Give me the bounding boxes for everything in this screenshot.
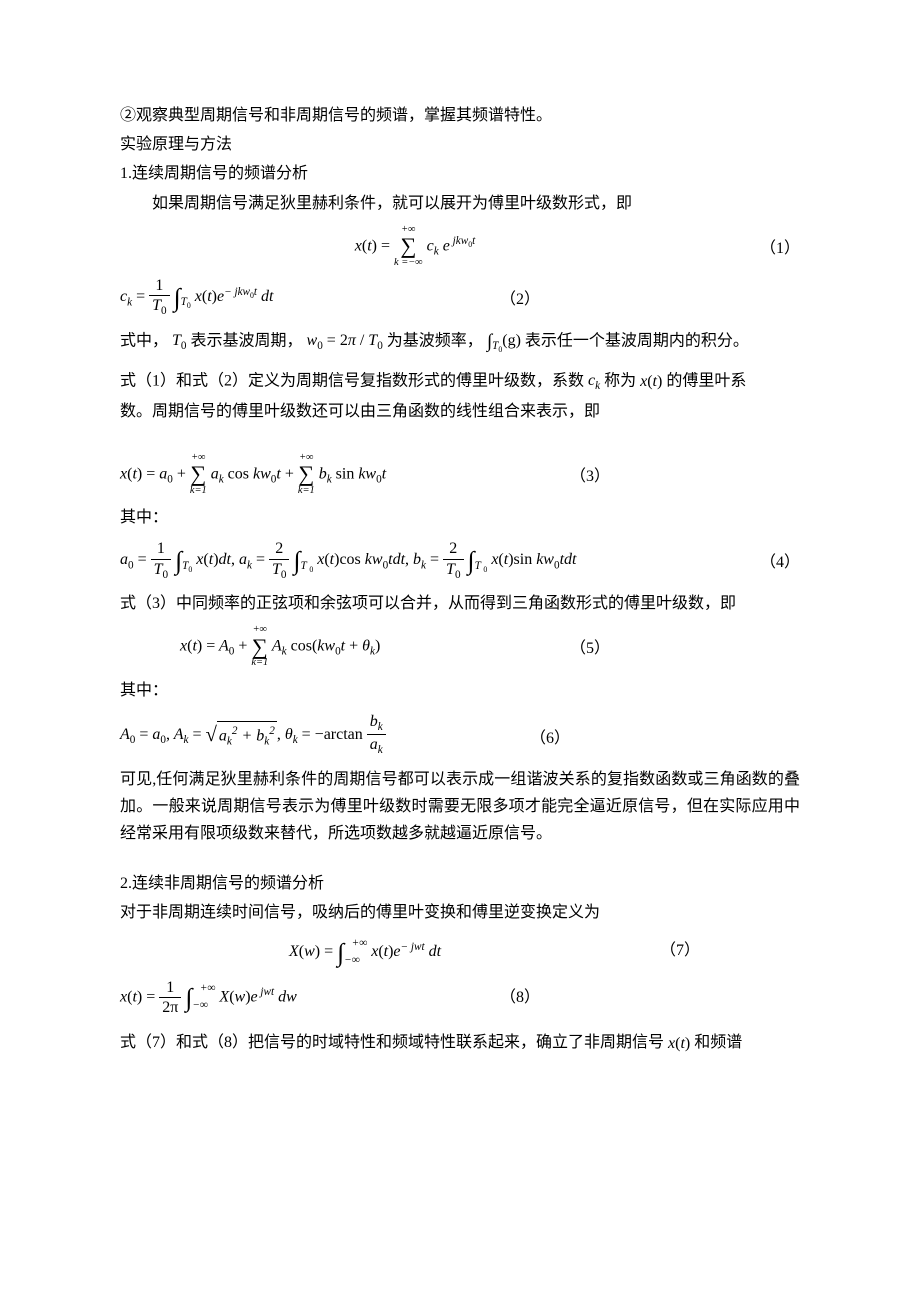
eq3-body: x(t) = a0 + +∞∑k=1 ak cos kw0t + +∞∑k=1 …	[120, 453, 520, 496]
eq2-label: （2）	[450, 286, 800, 319]
line-dirichlet: 如果周期信号满足狄里赫利条件，就可以展开为傅里叶级数形式，即	[120, 190, 800, 217]
equation-5: x(t) = A0 + +∞∑k=1 Ak cos(kw0t + θk) （5）	[120, 625, 800, 668]
equation-1: x(t) = +∞∑k =−∞ ck e jkw0t （1）	[120, 225, 800, 268]
symbol-int-T0: ∫T0(g)	[487, 327, 521, 357]
symbol-w0-def: w0 = 2π / T0	[307, 327, 383, 356]
line-summary: 可见,任何满足狄里赫利条件的周期信号都可以表示成一组谐波关系的复指数函数或三角函…	[120, 766, 800, 848]
l5c: 为基波频率，	[387, 332, 483, 349]
eq4-label: （4）	[710, 549, 800, 582]
symbol-xt-1: x(t)	[640, 368, 662, 395]
line-aperiodic-intro: 对于非周期连续时间信号，吸纳后的傅里叶变换和傅里逆变换定义为	[120, 899, 800, 926]
line-where-1: 其中：	[120, 504, 800, 531]
line-ck-def: 式（1）和式（2）定义为周期信号复指数形式的傅里叶级数，系数 ck 称为 x(t…	[120, 367, 800, 396]
eq6-label: （6）	[480, 725, 800, 758]
equation-7: X(w) = ∫−∞+∞ x(t)e− jwt dt （7）	[120, 934, 800, 970]
line-principle-heading: 实验原理与方法	[120, 131, 800, 158]
line-merge: 式（3）中同频率的正弦项和余弦项可以合并，从而得到三角函数形式的傅里叶级数，即	[120, 590, 800, 617]
l5a: 式中，	[120, 332, 168, 349]
page: ②观察典型周期信号和非周期信号的频谱，掌握其频谱特性。 实验原理与方法 1.连续…	[0, 0, 920, 1302]
eq3-label: （3）	[520, 463, 800, 496]
l14b: 和频谱	[694, 1034, 742, 1051]
eq8-label: （8）	[450, 984, 800, 1017]
equation-3: x(t) = a0 + +∞∑k=1 ak cos kw0t + +∞∑k=1 …	[120, 453, 800, 496]
equation-4: a0 = 1T0 ∫T0 x(t)dt, ak = 2T0 ∫T 0 x(t)c…	[120, 539, 800, 582]
l5d: 表示任一个基波周期内的积分。	[525, 332, 749, 349]
line-7-8-link: 式（7）和式（8）把信号的时域特性和频域特性联系起来，确立了非周期信号 x(t)…	[120, 1029, 800, 1057]
eq1-label: （1）	[710, 235, 800, 268]
line-trig-intro: 数。周期信号的傅里叶级数还可以由三角函数的线性组合来表示，即	[120, 398, 800, 425]
l5b: 表示基波周期，	[191, 332, 303, 349]
eq4-body: a0 = 1T0 ∫T0 x(t)dt, ak = 2T0 ∫T 0 x(t)c…	[120, 539, 710, 582]
eq7-label: （7）	[610, 937, 800, 970]
l6c: 的傅里叶系	[666, 372, 746, 389]
eq5-body: x(t) = A0 + +∞∑k=1 Ak cos(kw0t + θk)	[120, 625, 520, 668]
symbol-ck: ck	[588, 367, 600, 396]
eq2-body: ck = 1T0 ∫T0 x(t)e− jkw0t dt	[120, 276, 450, 319]
line-objective: ②观察典型周期信号和非周期信号的频谱，掌握其频谱特性。	[120, 102, 800, 129]
line-where-2: 其中：	[120, 677, 800, 704]
eq8-body: x(t) = 12π ∫−∞+∞ X(w)e jwt dw	[120, 978, 450, 1017]
section-1-heading: 1.连续周期信号的频谱分析	[120, 160, 800, 187]
equation-2: ck = 1T0 ∫T0 x(t)e− jkw0t dt （2）	[120, 276, 800, 319]
equation-6: A0 = a0, Ak = √ak2 + bk2, θk = −arctan b…	[120, 712, 800, 758]
equation-8: x(t) = 12π ∫−∞+∞ X(w)e jwt dw （8）	[120, 978, 800, 1017]
l14a: 式（7）和式（8）把信号的时域特性和频域特性联系起来，确立了非周期信号	[120, 1034, 664, 1051]
line-T0-w0: 式中， T0 表示基波周期， w0 = 2π / T0 为基波频率， ∫T0(g…	[120, 327, 800, 357]
symbol-xt-2: x(t)	[668, 1030, 690, 1057]
symbol-T0: T0	[172, 327, 187, 356]
eq1-body: x(t) = +∞∑k =−∞ ck e jkw0t	[120, 225, 710, 268]
l6b: 称为	[604, 372, 636, 389]
section-2-heading: 2.连续非周期信号的频谱分析	[120, 870, 800, 897]
eq5-label: （5）	[520, 635, 800, 668]
eq6-body: A0 = a0, Ak = √ak2 + bk2, θk = −arctan b…	[120, 712, 480, 758]
eq7-body: X(w) = ∫−∞+∞ x(t)e− jwt dt	[120, 934, 610, 970]
l6a: 式（1）和式（2）定义为周期信号复指数形式的傅里叶级数，系数	[120, 372, 584, 389]
